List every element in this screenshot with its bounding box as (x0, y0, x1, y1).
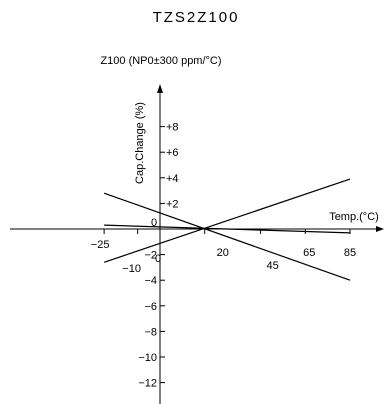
chart-title: Z100 (NP0±300 ppm/°C) (100, 55, 221, 67)
page-title: TZS2Z100 (152, 9, 240, 26)
x-tick-label-45: 45 (266, 260, 278, 272)
y-tick-label--6: −6 (144, 301, 157, 313)
x-axis-arrow (376, 226, 384, 232)
y-tick-label-4: +4 (166, 173, 179, 185)
x-tick-label--25: −25 (91, 239, 110, 251)
y-tick-label--12: −12 (138, 378, 157, 390)
x-axis-label: Temp.(°C) (329, 211, 379, 223)
y-tick-label-8: +8 (166, 122, 179, 134)
y-tick-label--10: −10 (138, 352, 157, 364)
y-tick-label--8: −8 (144, 326, 157, 338)
x-tick-label-85: 85 (344, 247, 356, 259)
y-tick-label--4: −4 (144, 275, 157, 287)
x-tick-label--10: −10 (122, 263, 141, 275)
origin-label: 0 (151, 217, 157, 229)
x-tick-label-20: 20 (217, 247, 229, 259)
y-tick-label--2: −2 (144, 250, 157, 262)
y-tick-label-2: +2 (166, 198, 179, 210)
series-line-1 (103, 192, 351, 281)
series-line-3 (104, 224, 351, 234)
x-tick-label-65: 65 (303, 247, 315, 259)
y-tick-label-6: +6 (166, 147, 179, 159)
y-axis-label: Cap.Change (%) (134, 102, 146, 184)
x-tick-label-0: 0 (155, 253, 161, 265)
y-axis-arrow (157, 84, 163, 93)
series-line-2 (103, 178, 351, 263)
